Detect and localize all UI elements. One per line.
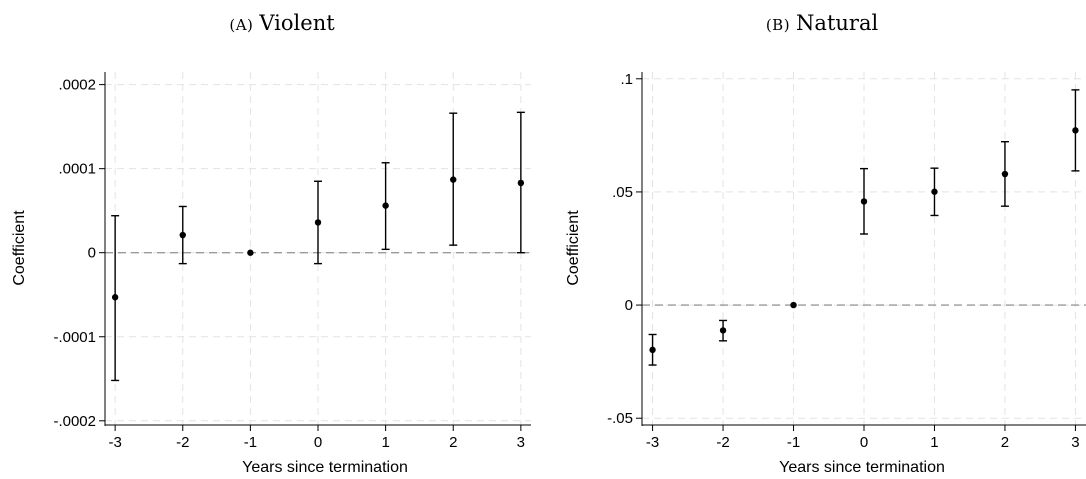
y-tick-label: -.0002 xyxy=(53,413,96,430)
y-tick-label: .0001 xyxy=(58,161,96,178)
x-tick-label: -1 xyxy=(244,434,257,451)
y-tick-label: 0 xyxy=(625,297,633,314)
y-tick-label: -.05 xyxy=(607,410,633,427)
x-tick-label: 3 xyxy=(517,434,525,451)
panel-title-text: Natural xyxy=(796,11,878,35)
x-tick-label: -2 xyxy=(716,434,729,451)
data-point xyxy=(649,346,656,354)
x-axis-title: Years since termination xyxy=(242,459,408,476)
x-axis-title: Years since termination xyxy=(779,459,945,476)
x-tick-label: 2 xyxy=(449,434,457,451)
x-tick-label: -2 xyxy=(176,434,189,451)
data-point xyxy=(450,176,457,183)
x-tick-label: 1 xyxy=(930,434,938,451)
y-tick-label: -.0001 xyxy=(53,329,96,346)
data-point xyxy=(1001,170,1009,178)
x-tick-label: 0 xyxy=(860,434,868,451)
x-tick-label: -3 xyxy=(108,434,121,451)
data-point xyxy=(517,179,525,187)
panel-title: (A) Violent xyxy=(229,11,335,35)
data-point xyxy=(314,219,322,226)
x-tick-label: 0 xyxy=(314,434,322,451)
x-tick-label: -3 xyxy=(646,434,659,451)
data-point xyxy=(719,327,727,334)
x-tick-label: 3 xyxy=(1071,434,1079,451)
data-point xyxy=(382,202,389,209)
x-tick-label: 2 xyxy=(1001,434,1009,451)
data-point xyxy=(860,198,868,205)
data-point xyxy=(247,249,254,256)
panel-title-text: Violent xyxy=(258,11,335,35)
data-point xyxy=(790,301,797,309)
y-tick-label: .1 xyxy=(620,71,633,88)
panel-label: (A) xyxy=(229,16,253,34)
y-tick-label: .0002 xyxy=(58,77,96,94)
data-point xyxy=(179,231,186,239)
data-point xyxy=(931,188,938,195)
panel-natural: (B) Natural -3 -2 -1 0 1 2 3 -.05 0 .05 .1 Years si… xyxy=(565,11,1086,476)
y-tick-label: .05 xyxy=(612,184,633,201)
panel-violent: (A) Violent -3 -2 -1 0 1 2 3 -.0002 -.0001 0 .0001.… xyxy=(11,11,531,476)
x-tick-label: 1 xyxy=(381,434,389,451)
data-point xyxy=(1072,127,1079,134)
data-point xyxy=(111,294,119,301)
panel-label: (B) xyxy=(766,16,790,34)
y-tick-label: 0 xyxy=(88,245,96,262)
x-tick-label: -1 xyxy=(787,434,800,451)
y-axis-title: Coefficient xyxy=(11,210,28,286)
y-axis-title: Coefficient xyxy=(565,210,582,286)
panel-title: (B) Natural xyxy=(766,11,879,35)
